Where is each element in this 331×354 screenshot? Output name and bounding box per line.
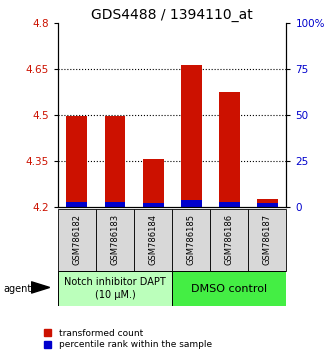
Bar — [257, 199, 278, 207]
Legend: transformed count, percentile rank within the sample: transformed count, percentile rank withi… — [44, 329, 212, 349]
Bar — [181, 200, 202, 207]
Text: GSM786183: GSM786183 — [111, 214, 119, 266]
Bar — [105, 116, 125, 207]
Bar — [172, 271, 286, 306]
Bar — [96, 209, 134, 271]
Bar — [58, 209, 96, 271]
Bar — [219, 202, 240, 207]
Text: GSM786182: GSM786182 — [72, 214, 81, 266]
Bar — [134, 209, 172, 271]
Title: GDS4488 / 1394110_at: GDS4488 / 1394110_at — [91, 8, 253, 22]
Bar — [58, 271, 172, 306]
Text: Notch inhibitor DAPT
(10 μM.): Notch inhibitor DAPT (10 μM.) — [64, 277, 166, 300]
Text: GSM786184: GSM786184 — [149, 214, 158, 266]
Bar — [143, 159, 164, 207]
Bar — [67, 202, 87, 207]
Text: agent: agent — [3, 284, 31, 293]
Bar — [210, 209, 248, 271]
Bar — [172, 209, 210, 271]
Bar — [181, 65, 202, 207]
Text: GSM786187: GSM786187 — [263, 214, 272, 266]
Bar — [67, 116, 87, 207]
Polygon shape — [31, 282, 50, 293]
Bar — [143, 203, 164, 207]
Bar — [257, 203, 278, 207]
Text: DMSO control: DMSO control — [191, 284, 267, 293]
Bar — [219, 92, 240, 207]
Text: GSM786185: GSM786185 — [187, 214, 196, 266]
Bar — [105, 202, 125, 207]
Bar — [248, 209, 286, 271]
Text: GSM786186: GSM786186 — [225, 214, 234, 266]
